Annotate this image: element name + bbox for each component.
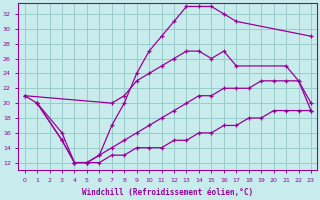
- X-axis label: Windchill (Refroidissement éolien,°C): Windchill (Refroidissement éolien,°C): [82, 188, 253, 197]
